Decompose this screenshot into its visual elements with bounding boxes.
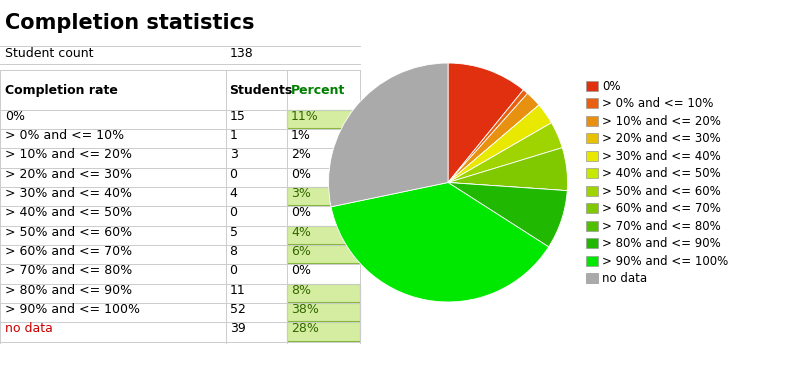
Wedge shape <box>448 105 539 182</box>
Text: Completion rate: Completion rate <box>6 84 119 97</box>
Text: 11%: 11% <box>291 110 319 123</box>
Text: Completion statistics: Completion statistics <box>6 13 255 33</box>
Text: no data: no data <box>6 322 53 335</box>
Text: 4: 4 <box>230 187 237 200</box>
Text: 0: 0 <box>230 206 237 219</box>
Text: 0%: 0% <box>291 264 311 277</box>
Text: 138: 138 <box>230 47 253 61</box>
Text: 5: 5 <box>230 226 237 239</box>
Text: > 20% and <= 30%: > 20% and <= 30% <box>6 168 132 181</box>
Bar <box>288 322 360 341</box>
Text: > 90% and <= 100%: > 90% and <= 100% <box>6 303 141 316</box>
Wedge shape <box>448 123 562 182</box>
Text: 4%: 4% <box>291 226 311 239</box>
Text: > 70% and <= 80%: > 70% and <= 80% <box>6 264 133 277</box>
Text: 0%: 0% <box>291 206 311 219</box>
Text: 6%: 6% <box>291 245 311 258</box>
Text: 0%: 0% <box>291 168 311 181</box>
Legend: 0%, > 0% and <= 10%, > 10% and <= 20%, > 20% and <= 30%, > 30% and <= 40%, > 40%: 0%, > 0% and <= 10%, > 10% and <= 20%, >… <box>586 80 729 285</box>
Wedge shape <box>448 93 539 182</box>
Text: 2%: 2% <box>291 148 311 161</box>
Text: > 30% and <= 40%: > 30% and <= 40% <box>6 187 132 200</box>
Wedge shape <box>448 63 523 182</box>
Text: 39: 39 <box>230 322 245 335</box>
Text: > 80% and <= 90%: > 80% and <= 90% <box>6 284 133 297</box>
Wedge shape <box>448 90 527 182</box>
Text: 0%: 0% <box>6 110 25 123</box>
Bar <box>288 187 360 205</box>
Bar <box>288 110 360 128</box>
Bar <box>288 303 360 321</box>
Text: Students: Students <box>230 84 293 97</box>
Wedge shape <box>448 105 552 182</box>
Text: > 10% and <= 20%: > 10% and <= 20% <box>6 148 132 161</box>
Text: 28%: 28% <box>291 322 319 335</box>
Text: 3%: 3% <box>291 187 311 200</box>
Text: > 60% and <= 70%: > 60% and <= 70% <box>6 245 133 258</box>
Wedge shape <box>448 182 567 191</box>
Text: 11: 11 <box>230 284 245 297</box>
Text: 15: 15 <box>230 110 245 123</box>
Text: 8: 8 <box>230 245 237 258</box>
Wedge shape <box>448 123 552 182</box>
Text: > 50% and <= 60%: > 50% and <= 60% <box>6 226 133 239</box>
Wedge shape <box>448 182 567 247</box>
Wedge shape <box>329 63 448 207</box>
Text: 0: 0 <box>230 264 237 277</box>
Text: 0: 0 <box>230 168 237 181</box>
Text: > 0% and <= 10%: > 0% and <= 10% <box>6 129 124 142</box>
Wedge shape <box>331 182 549 302</box>
Text: > 40% and <= 50%: > 40% and <= 50% <box>6 206 133 219</box>
Text: Percent: Percent <box>291 84 345 97</box>
Text: 1: 1 <box>230 129 237 142</box>
Text: 52: 52 <box>230 303 245 316</box>
Text: 3: 3 <box>230 148 237 161</box>
Text: 8%: 8% <box>291 284 311 297</box>
Text: 38%: 38% <box>291 303 319 316</box>
Text: 1%: 1% <box>291 129 311 142</box>
Text: Student count: Student count <box>6 47 94 61</box>
Bar <box>288 245 360 263</box>
Bar <box>288 226 360 244</box>
Bar <box>288 284 360 302</box>
Wedge shape <box>448 148 567 191</box>
